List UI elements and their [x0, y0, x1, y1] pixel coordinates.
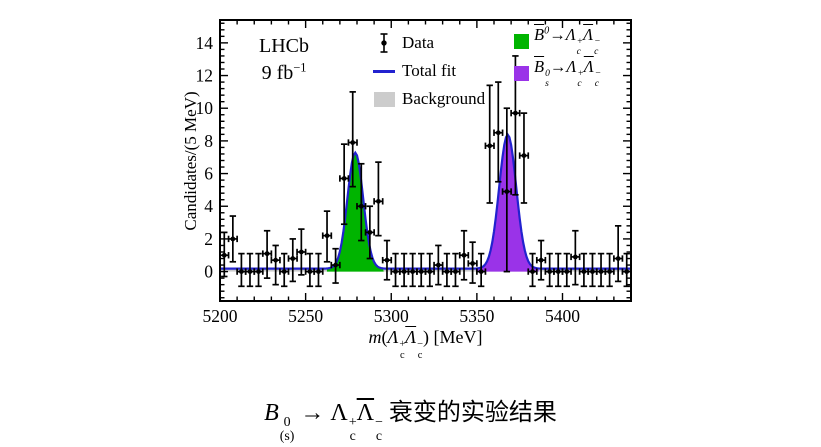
svg-text:8: 8: [204, 131, 213, 151]
y-axis-label: Candidates/(5 MeV): [181, 91, 200, 231]
legend-bs0-label: B 0 s →Λ + c Λ − c: [534, 56, 602, 90]
svg-text:6: 6: [204, 164, 213, 184]
svg-text:0: 0: [204, 262, 213, 282]
svg-text:5250: 5250: [288, 306, 323, 326]
legend-item-background: Background: [369, 85, 485, 113]
total-fit-line-icon: [369, 69, 399, 73]
mass-spectrum-plot: 5200 5250 5300 5350 5400 0 2 4 6 8 10 12 14: [196, 19, 632, 326]
data-points: [220, 55, 631, 288]
svg-text:5400: 5400: [545, 306, 580, 326]
svg-text:4: 4: [204, 196, 213, 216]
luminosity-text: 9 fb−1: [261, 60, 307, 84]
svg-text:5350: 5350: [459, 306, 494, 326]
axis-ticks: [219, 20, 632, 301]
components-legend: B0→Λ + c Λ − c B 0 s →Λ + c Λ − c: [514, 25, 601, 89]
tick-labels: 5200 5250 5300 5350 5400 0 2 4 6 8 10 12 14: [196, 33, 581, 326]
legend-item-total-fit: Total fit: [369, 57, 485, 85]
peak-fill-0: [326, 152, 384, 272]
legend-b0-label: B0→Λ + c Λ − c: [534, 24, 601, 58]
data-marker-icon: [369, 31, 399, 55]
svg-text:5200: 5200: [203, 306, 238, 326]
svg-text:14: 14: [196, 33, 214, 53]
x-axis-label: m(Λ + c Λ − c) [MeV]: [368, 327, 483, 362]
experiment-annotation: LHCb 9 fb−1: [238, 33, 330, 86]
figure-caption: B 0 (s) → Λ + c Λ − c 衰变的实验结果: [264, 400, 557, 445]
svg-text:2: 2: [204, 229, 213, 249]
svg-text:5300: 5300: [374, 306, 409, 326]
legend-background-label: Background: [402, 89, 486, 108]
legend-item-data: Data: [369, 29, 485, 57]
background-swatch-icon: [369, 91, 399, 107]
bs0-color-swatch: [514, 65, 529, 81]
svg-text:12: 12: [196, 66, 214, 86]
peak-fill-1: [476, 134, 539, 272]
experiment-name: LHCb: [259, 35, 309, 57]
legend-item-b0: B0→Λ + c Λ − c: [514, 25, 601, 57]
legend-item-bs0: B 0 s →Λ + c Λ − c: [514, 57, 601, 89]
plot-area: [220, 55, 631, 288]
legend-total-fit-label: Total fit: [402, 61, 457, 80]
legend-data-label: Data: [402, 33, 435, 52]
b0-color-swatch: [514, 33, 529, 49]
svg-text:10: 10: [196, 98, 214, 118]
fit-legend: Data Total fit Background: [369, 29, 485, 113]
total-fit-curve: [220, 132, 631, 270]
